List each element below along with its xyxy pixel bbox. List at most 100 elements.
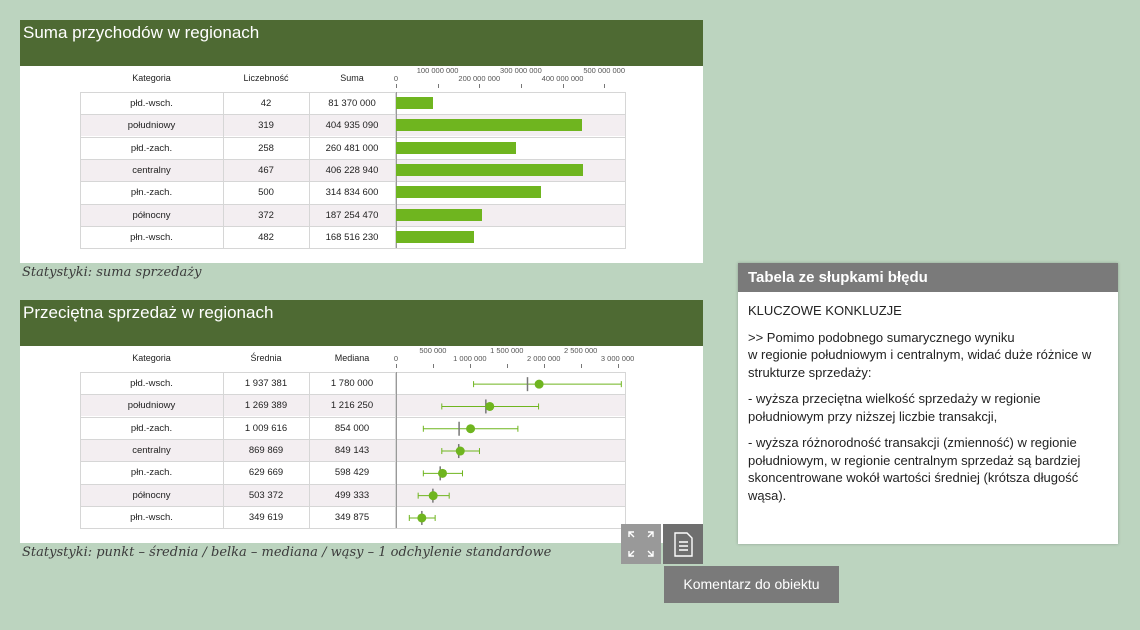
column-header: Liczebność — [243, 73, 289, 83]
table-row: płd.-zach. 258 260 481 000 — [80, 136, 625, 160]
table-row: północny 503 372 499 333 — [80, 483, 625, 507]
document-button[interactable] — [663, 524, 703, 564]
comment-panel: Tabela ze słupkami błędu KLUCZOWE KONKLU… — [738, 263, 1118, 544]
column-header: Kategoria — [132, 353, 171, 363]
axis-tick-label: 100 000 000 — [416, 66, 459, 75]
panel-average-sales: Przeciętna sprzedaż w regionach Kategori… — [20, 300, 703, 543]
table-cell: 869 869 — [223, 439, 310, 462]
axis-tick — [506, 364, 508, 368]
axis-tick — [543, 364, 545, 368]
column-header: Suma — [340, 73, 364, 83]
table-cell: 404 935 090 — [309, 115, 396, 138]
expand-button[interactable] — [621, 524, 661, 564]
table-row: płn.-zach. 500 314 834 600 — [80, 181, 625, 205]
column-header: Mediana — [334, 353, 370, 363]
bar-mark — [396, 163, 583, 176]
table-cell: 629 669 — [223, 462, 310, 485]
table-cell: płd.-zach. — [80, 137, 224, 160]
table-cell: 482 — [223, 226, 310, 249]
mean-point — [485, 401, 495, 411]
table-row: płn.-zach. 629 669 598 429 — [80, 461, 625, 485]
table-cell: 406 228 940 — [309, 159, 396, 182]
table-cell: 372 — [223, 204, 310, 227]
average-table: Kategoria Średnia Mediana 0 500 000 1 000 000… — [20, 346, 703, 543]
table-cell: północny — [80, 484, 224, 507]
table-cell: 849 143 — [309, 439, 396, 462]
table-row: płn.-wsch. 482 168 516 230 — [80, 225, 625, 249]
panel-title: Przeciętna sprzedaż w regionach — [20, 300, 703, 346]
axis-tick — [520, 84, 522, 88]
document-icon — [674, 532, 693, 557]
bar-mark — [396, 230, 474, 243]
axis-tick-label: 0 — [393, 354, 399, 363]
axis-tick-label: 500 000 — [419, 346, 447, 355]
table-cell: 1 780 000 — [309, 373, 396, 395]
axis-tick — [617, 364, 619, 368]
axis-tick — [469, 364, 471, 368]
panel-caption: Statystyki: suma sprzedaży — [22, 265, 202, 280]
table-cell: 1 009 616 — [223, 417, 310, 440]
panel-title: Suma przychodów w regionach — [20, 20, 703, 66]
table-cell: 854 000 — [309, 417, 396, 440]
axis-tick — [437, 84, 439, 88]
table-cell: 260 481 000 — [309, 137, 396, 160]
table-cell: północny — [80, 204, 224, 227]
axis-tick — [432, 364, 434, 368]
table-cell: centralny — [80, 439, 224, 462]
table-cell: 1 937 381 — [223, 373, 310, 395]
comment-paragraph: >> Pomimo podobnego sumarycznego wyniku … — [748, 329, 1092, 380]
table-row: północny 372 187 254 470 — [80, 203, 625, 227]
table-cell: 187 254 470 — [309, 204, 396, 227]
comment-button[interactable]: Komentarz do obiektu — [664, 566, 839, 603]
mean-point — [428, 491, 438, 501]
table-cell: 349 619 — [223, 506, 310, 529]
mean-point — [534, 379, 544, 389]
table-cell: płd.-zach. — [80, 417, 224, 440]
table-cell: 1 216 250 — [309, 395, 396, 418]
table-cell: 314 834 600 — [309, 182, 396, 205]
expand-icon — [628, 531, 654, 557]
comment-body: KLUCZOWE KONKLUZJE >> Pomimo podobnego s… — [738, 292, 1118, 504]
table-cell: 598 429 — [309, 462, 396, 485]
error-bar-chart — [408, 377, 622, 525]
chart-divider — [396, 372, 397, 529]
axis-tick-label: 300 000 000 — [500, 66, 542, 75]
column-header: Kategoria — [132, 73, 171, 83]
axis-tick — [604, 84, 606, 88]
sum-table: Kategoria Liczebność Suma 0 100 000 000 200 0… — [20, 66, 703, 263]
table-cell: 81 370 000 — [309, 93, 396, 115]
table-cell: 258 — [223, 137, 310, 160]
table-row: centralny 869 869 849 143 — [80, 438, 625, 462]
axis-tick — [396, 364, 397, 368]
axis-tick-label: 1 500 000 — [490, 346, 524, 355]
table-row: płd.-zach. 1 009 616 854 000 — [80, 416, 625, 440]
table-cell: 349 875 — [309, 506, 396, 529]
axis-tick — [580, 364, 582, 368]
table-cell: płn.-zach. — [80, 462, 224, 485]
table-cell: południowy — [80, 395, 224, 418]
table-cell: płn.-wsch. — [80, 226, 224, 249]
axis-tick-label: 3 000 000 — [600, 354, 635, 363]
mean-point — [455, 446, 465, 456]
axis-tick-label: 400 000 000 — [541, 74, 584, 83]
axis-tick-label: 1 000 000 — [453, 354, 487, 363]
table-cell: centralny — [80, 159, 224, 182]
axis-tick-label: 2 500 000 — [563, 346, 598, 355]
table-row: płn.-wsch. 349 619 349 875 — [80, 505, 625, 529]
bar-mark — [396, 208, 483, 221]
axis-tick — [562, 84, 564, 88]
bar-mark — [396, 141, 516, 154]
panel-sum-revenue: Suma przychodów w regionach Kategoria Lic… — [20, 20, 703, 263]
axis-tick-label: 0 — [393, 74, 399, 83]
axis-tick — [479, 84, 481, 88]
mean-point — [417, 513, 427, 523]
panel-caption: Statystyki: punkt – średnia / belka – me… — [22, 545, 552, 560]
axis-tick — [396, 84, 397, 88]
table-row: płd.-wsch. 42 81 370 000 — [80, 92, 625, 115]
table-cell: 319 — [223, 115, 310, 138]
table-cell: południowy — [80, 115, 224, 138]
table-cell: 1 269 389 — [223, 395, 310, 418]
table-cell: 500 — [223, 182, 310, 205]
bar-mark — [396, 119, 583, 132]
table-cell: 467 — [223, 159, 310, 182]
